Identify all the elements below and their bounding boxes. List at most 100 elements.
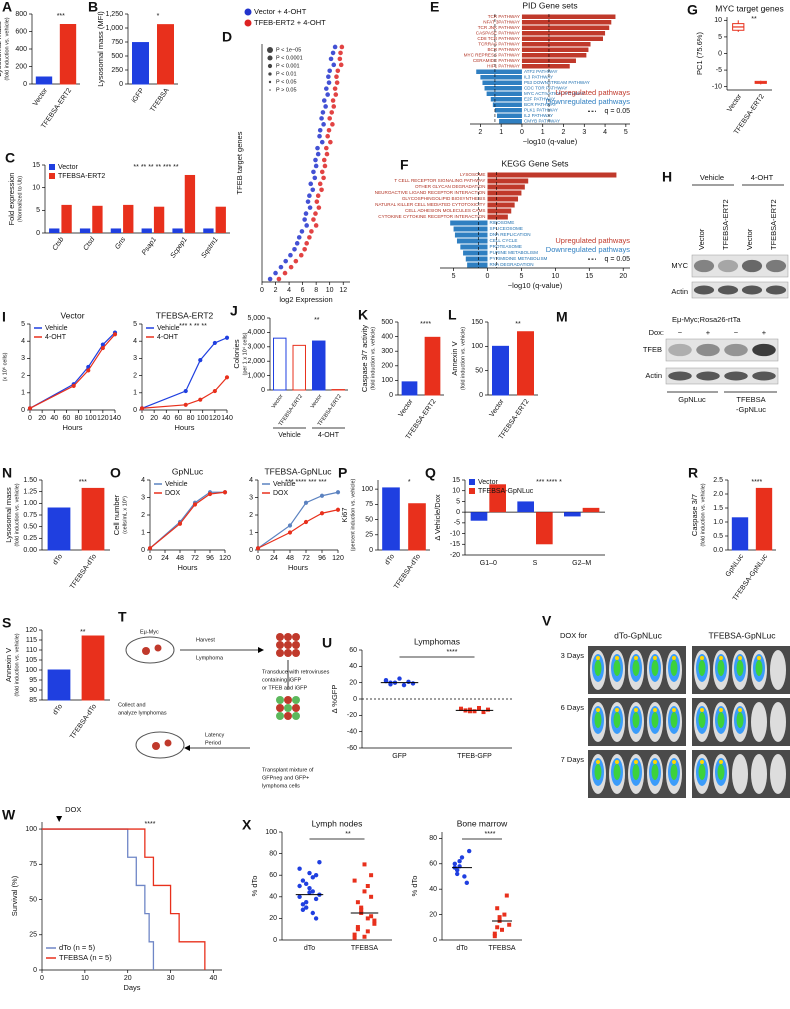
- bar: [49, 228, 60, 233]
- band: [724, 371, 748, 381]
- bar: [408, 503, 426, 551]
- signal: [651, 712, 659, 728]
- y-tick-label: 1.5: [713, 505, 723, 512]
- point: [304, 905, 309, 910]
- bar: [521, 53, 587, 58]
- mouse-label: Eμ-Myc: [140, 629, 159, 635]
- legend-label: TFEB-ERT2 + 4-OHT: [254, 18, 326, 27]
- signal: [632, 660, 640, 676]
- point: [452, 861, 457, 866]
- dot: [276, 276, 282, 282]
- x-tick-label: Vector: [726, 93, 744, 114]
- step-label: Collect and: [118, 702, 146, 708]
- y-axis-label: Caspase 3/7 activity: [360, 325, 369, 392]
- legend-label: q = 0.05: [605, 256, 631, 263]
- line: [147, 490, 228, 551]
- line: [27, 332, 118, 411]
- panel-letter: O: [110, 465, 121, 481]
- row-label: 6 Days: [561, 703, 585, 712]
- y-tick-label: 3,000: [247, 344, 265, 351]
- bar: [273, 337, 287, 391]
- legend-swatch: [244, 8, 252, 16]
- legend-label: 4-OHT: [45, 334, 67, 341]
- panel-letter: P: [338, 465, 347, 481]
- y-tick-label: 4: [133, 338, 137, 345]
- bar: [494, 108, 522, 113]
- legend-label: TFEBSA-ERT2: [58, 173, 105, 180]
- dot: [311, 169, 316, 175]
- y-tick-label: 100: [25, 826, 37, 833]
- dot: [319, 116, 324, 121]
- point: [495, 925, 500, 930]
- point: [462, 874, 467, 879]
- x-tick-label: 120: [209, 415, 221, 422]
- chart-title: MYC target genes: [715, 3, 784, 13]
- y-tick-label: 0.00: [23, 547, 37, 554]
- bar: [184, 174, 196, 233]
- panel-letter: F: [400, 157, 409, 173]
- x-tick-label: 40: [50, 415, 58, 422]
- point: [310, 875, 315, 880]
- y-tick-label: 800: [15, 11, 27, 18]
- bar: [492, 345, 509, 396]
- dot: [313, 223, 319, 228]
- significance: **: [751, 16, 757, 23]
- column-label: dTo-GpNLuc: [614, 630, 662, 640]
- point: [310, 910, 315, 916]
- bar: [59, 24, 77, 85]
- x-tick-label: 20: [38, 415, 46, 422]
- y-tick-label: 50: [365, 516, 373, 523]
- bar: [521, 36, 603, 41]
- point: [362, 934, 367, 939]
- signal: [651, 660, 659, 676]
- group-label: Vehicle: [700, 173, 724, 182]
- x-tick-label: 0: [260, 287, 264, 294]
- bar: [487, 202, 515, 208]
- dot: [320, 110, 326, 115]
- column-label: TFEBSA-GpNLuc: [708, 630, 776, 640]
- legend-label: Vector + 4-OHT: [254, 7, 307, 16]
- bar: [110, 228, 122, 233]
- dot: [323, 104, 328, 109]
- signal: [672, 656, 676, 660]
- category-label: E2F PATHWAY: [524, 96, 555, 101]
- point: [477, 705, 481, 710]
- panel-letter: W: [2, 807, 16, 823]
- y-tick-label: 85: [29, 697, 37, 704]
- signal: [736, 660, 744, 676]
- bar: [489, 484, 506, 513]
- y-tick-label: 0.0: [713, 547, 723, 554]
- y-tick-label: 25: [365, 532, 373, 539]
- chart-title: Vector: [60, 310, 84, 320]
- arrow-head: [258, 647, 264, 653]
- y-axis-sublabel: (fold induction vs. vehicle): [700, 483, 706, 546]
- x-tick-label: 5: [452, 273, 456, 280]
- point: [455, 871, 460, 877]
- y-axis-sublabel: (fold induction vs. vehicle): [460, 327, 466, 390]
- dot: [303, 211, 309, 216]
- dot: [313, 163, 319, 169]
- blot: [691, 281, 789, 299]
- x-tick-label: 30: [167, 975, 175, 982]
- point: [492, 934, 497, 939]
- signal: [700, 656, 704, 660]
- significance: ****: [485, 831, 496, 838]
- category-label: PURINE METABOLISM: [490, 250, 539, 255]
- size-label: P < 0.01: [276, 71, 297, 77]
- x-tick-label: 96: [318, 555, 326, 562]
- y-axis-label: Fold expression: [7, 173, 16, 226]
- signal: [700, 708, 704, 712]
- dox-label: Dox:: [649, 328, 664, 337]
- signal: [615, 656, 619, 660]
- x-tick-label: 72: [191, 555, 199, 562]
- signal: [670, 764, 678, 780]
- legend-label: Downregulated pathways: [546, 97, 630, 106]
- x-tick-label: 20: [150, 415, 158, 422]
- y-axis-sublabel: (cells/mL x 10⁶): [121, 496, 128, 534]
- dot: [330, 50, 336, 56]
- bar: [521, 20, 612, 25]
- signal: [672, 708, 676, 712]
- bar: [487, 214, 508, 220]
- bar: [487, 178, 529, 184]
